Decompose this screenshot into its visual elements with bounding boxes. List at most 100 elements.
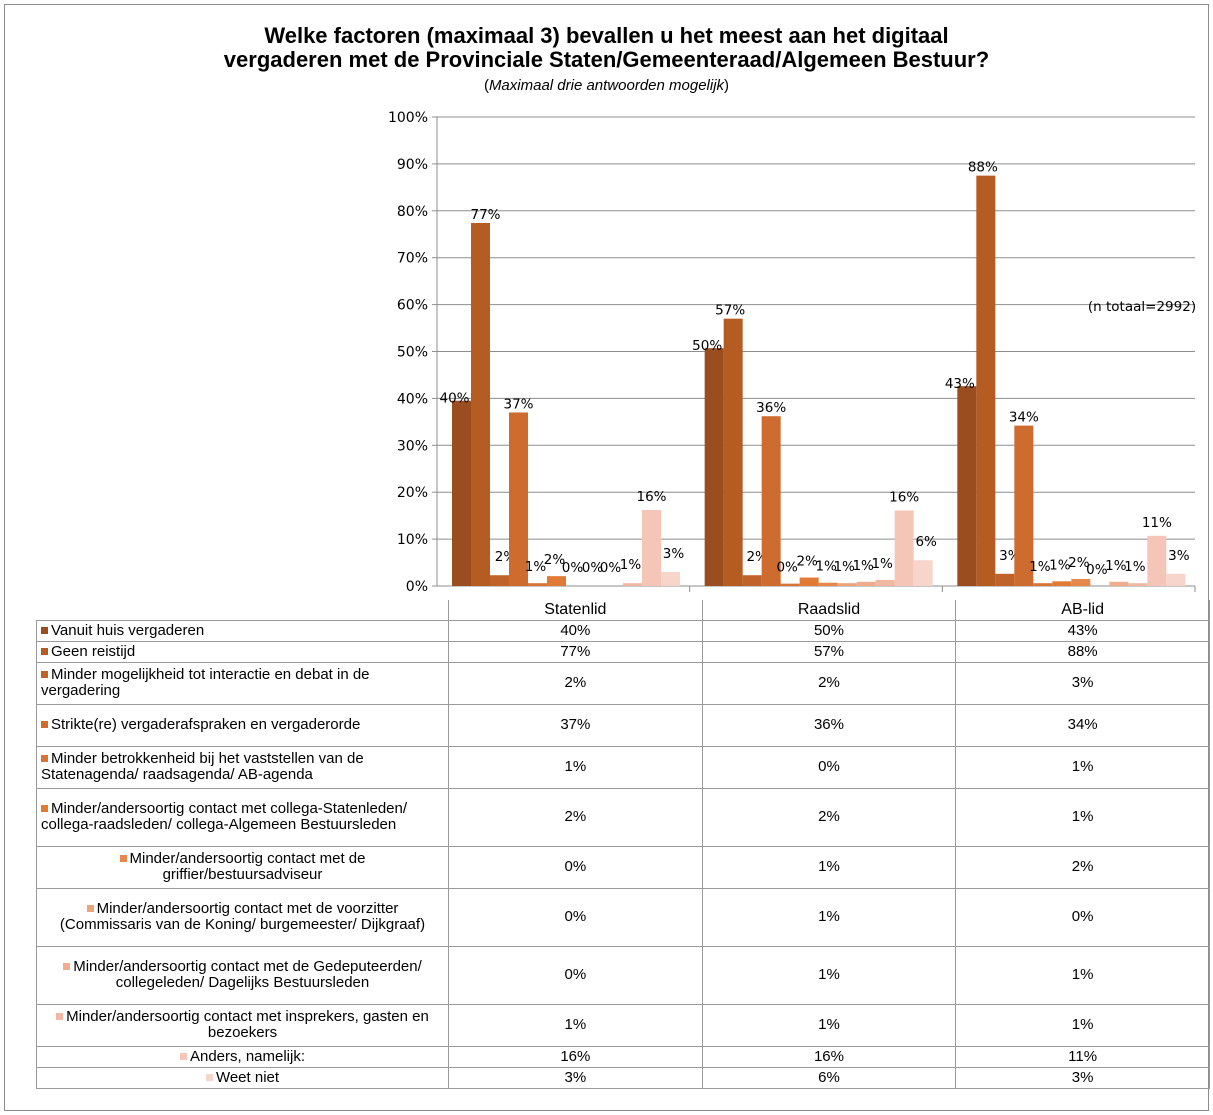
bar — [1014, 425, 1034, 586]
table-row: Minder mogelijkheid tot interactie en de… — [36, 661, 1210, 705]
y-tick-label: 10% — [397, 532, 428, 548]
table-cell: 1% — [955, 745, 1210, 789]
data-label: 36% — [756, 400, 786, 416]
legend-label: Vanuit huis vergaderen — [51, 621, 205, 639]
table-row: Minder/andersoortig contact met de voorz… — [36, 887, 1210, 947]
chart-subtitle: (Maximaal drie antwoorden mogelijk) — [483, 77, 730, 94]
table-cell: 0% — [701, 745, 957, 789]
data-label: 50% — [692, 338, 722, 354]
legend-swatch — [41, 755, 48, 763]
legend-label: Anders, namelijk: — [189, 1047, 306, 1065]
bar — [894, 510, 914, 586]
bar — [837, 583, 857, 586]
legend-entry: Minder/andersoortig contact met de griff… — [36, 845, 449, 889]
data-label: 57% — [715, 303, 745, 319]
table-cell: 3% — [955, 1066, 1210, 1089]
chart-frame — [4, 4, 1209, 1111]
bar — [913, 560, 933, 586]
legend-entry: Strikte(re) vergaderafspraken en vergade… — [36, 703, 449, 747]
y-tick-label: 80% — [397, 204, 428, 220]
table-cell: 3% — [448, 1066, 703, 1089]
table-row: Strikte(re) vergaderafspraken en vergade… — [36, 703, 1210, 747]
table-cell: 2% — [955, 845, 1210, 889]
data-label: 2% — [544, 552, 566, 568]
chart-title-line-2: vergaderen met de Provinciale Staten/Gem… — [223, 47, 990, 72]
table-cell: 1% — [701, 845, 957, 889]
table-cell: 2% — [448, 661, 703, 705]
data-label: 1% — [620, 557, 642, 573]
legend-label: Minder betrokkenheid bij het vaststellen… — [41, 750, 364, 783]
bar — [1052, 581, 1072, 586]
legend-entry: Minder mogelijkheid tot interactie en de… — [36, 661, 449, 705]
bar — [547, 576, 566, 586]
data-label: 1% — [815, 559, 837, 575]
data-label: 34% — [1009, 410, 1039, 426]
bar — [995, 573, 1015, 586]
bar — [1071, 578, 1091, 586]
y-tick-label: 100% — [388, 110, 428, 126]
table-cell: 6% — [701, 1066, 957, 1089]
table-cell: 2% — [701, 787, 957, 847]
bar — [957, 386, 977, 586]
y-tick-label: 30% — [397, 438, 428, 454]
legend-swatch — [205, 1073, 213, 1081]
data-label: 16% — [636, 489, 666, 505]
table-cell: 77% — [448, 640, 703, 663]
table-cell: 40% — [448, 619, 703, 642]
data-label: 43% — [945, 376, 975, 392]
y-tick-label: 70% — [397, 251, 428, 267]
data-label: 88% — [968, 160, 998, 176]
table-cell: 1% — [955, 1003, 1210, 1047]
bar — [780, 583, 800, 586]
table-cell: 1% — [448, 1003, 703, 1047]
data-label: 1% — [1049, 557, 1071, 573]
table-header-row: Statenlid Raadslid AB-lid — [36, 600, 1210, 621]
bar — [1109, 581, 1129, 586]
table-row: Minder/andersoortig contact met de Gedep… — [36, 945, 1210, 1005]
legend-entry: Geen reistijd — [36, 640, 449, 663]
legend-label: Minder mogelijkheid tot interactie en de… — [41, 666, 370, 699]
data-label: 2% — [796, 554, 818, 570]
bar — [528, 583, 547, 586]
data-label: 0% — [1086, 562, 1108, 578]
table-row: Vanuit huis vergaderen 40% 50% 43% — [36, 619, 1210, 642]
bar — [704, 348, 724, 586]
y-tick-label: 40% — [397, 391, 428, 407]
legend-swatch — [86, 905, 94, 913]
table-row: Geen reistijd 77% 57% 88% — [36, 640, 1210, 663]
table-cell: 36% — [701, 703, 957, 747]
bar — [471, 222, 490, 586]
legend-label: Minder/andersoortig contact met inspreke… — [66, 1008, 429, 1041]
table-row: Minder/andersoortig contact met collega-… — [36, 787, 1210, 847]
bar — [490, 575, 509, 586]
data-label: 1% — [852, 558, 874, 574]
table-cell: 34% — [955, 703, 1210, 747]
table-cell: 57% — [701, 640, 957, 663]
chart-title-line-1: Welke factoren (maximaal 3) bevallen u h… — [264, 23, 949, 48]
bar — [1033, 583, 1053, 586]
annotation-n-total: (n totaal=2992) — [1088, 299, 1196, 315]
legend-label: Strikte(re) vergaderafspraken en vergade… — [51, 716, 361, 733]
bar — [1147, 535, 1167, 586]
data-label: 1% — [1029, 559, 1051, 575]
data-label: 11% — [1142, 515, 1172, 531]
data-label: 77% — [470, 207, 500, 223]
bar — [509, 412, 528, 586]
legend-label: Geen reistijd — [51, 642, 136, 660]
table-cell: 1% — [701, 945, 957, 1005]
data-label: 1% — [1124, 559, 1146, 575]
legend-entry: Minder/andersoortig contact met inspreke… — [36, 1003, 449, 1047]
legend-label: Weet niet — [215, 1068, 280, 1086]
legend-entry: Minder/andersoortig contact met collega-… — [36, 787, 449, 847]
legend-swatch — [56, 1013, 64, 1021]
legend-swatch — [119, 855, 127, 863]
data-label: 1% — [1105, 558, 1127, 574]
table-cell: 1% — [955, 787, 1210, 847]
legend-label: Minder/andersoortig contact met de voorz… — [59, 900, 426, 933]
legend-swatch — [41, 805, 48, 813]
legend-entry: Minder/andersoortig contact met de Gedep… — [36, 945, 449, 1005]
table-cell: 16% — [701, 1045, 957, 1068]
y-tick-label: 90% — [397, 157, 428, 173]
legend-swatch — [41, 626, 48, 634]
